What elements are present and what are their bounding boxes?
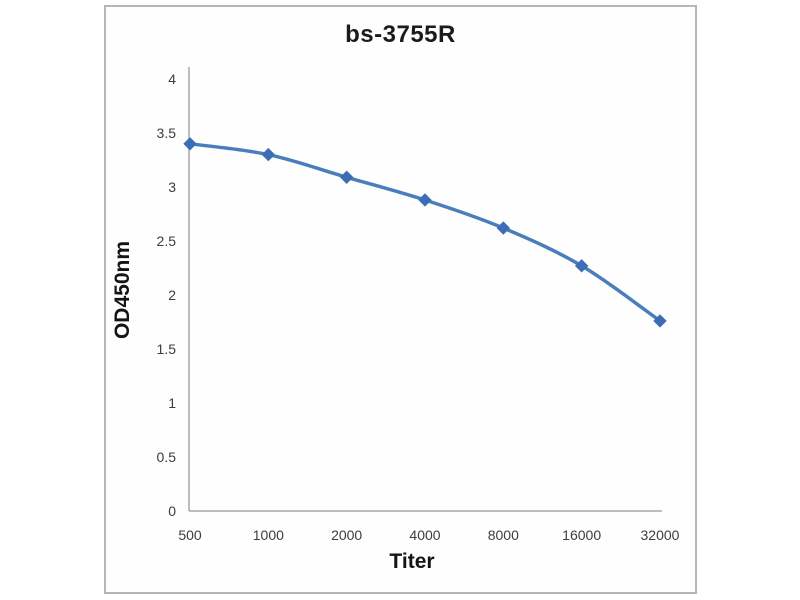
y-tick-label: 0 — [168, 503, 176, 519]
data-point-marker — [574, 259, 589, 273]
data-point-marker — [261, 147, 276, 162]
x-axis-label: Titer — [389, 550, 435, 573]
y-tick-label: 3 — [168, 179, 176, 195]
y-tick-label: 2.5 — [157, 233, 177, 249]
x-tick-label: 32000 — [641, 527, 680, 543]
x-tick-label: 500 — [178, 527, 202, 543]
y-tick-label: 0.5 — [157, 449, 177, 465]
x-tick-label: 2000 — [331, 527, 362, 543]
data-point-marker — [183, 137, 197, 151]
x-tick-label: 4000 — [409, 527, 440, 543]
chart-frame — [104, 5, 697, 594]
y-tick-label: 1 — [168, 395, 176, 411]
data-point-marker — [653, 314, 667, 328]
data-point-marker — [339, 170, 354, 184]
y-tick-label: 3.5 — [157, 125, 177, 141]
data-point-marker — [418, 193, 432, 207]
data-point-marker — [496, 221, 511, 235]
chart-title: bs-3755R — [345, 21, 456, 48]
y-tick-label: 1.5 — [157, 341, 177, 357]
x-tick-label: 8000 — [488, 527, 519, 543]
x-tick-label: 1000 — [253, 527, 284, 543]
x-tick-label: 16000 — [562, 527, 601, 543]
y-tick-label: 4 — [168, 71, 176, 87]
series-line — [188, 142, 662, 323]
y-tick-label: 2 — [168, 287, 176, 303]
